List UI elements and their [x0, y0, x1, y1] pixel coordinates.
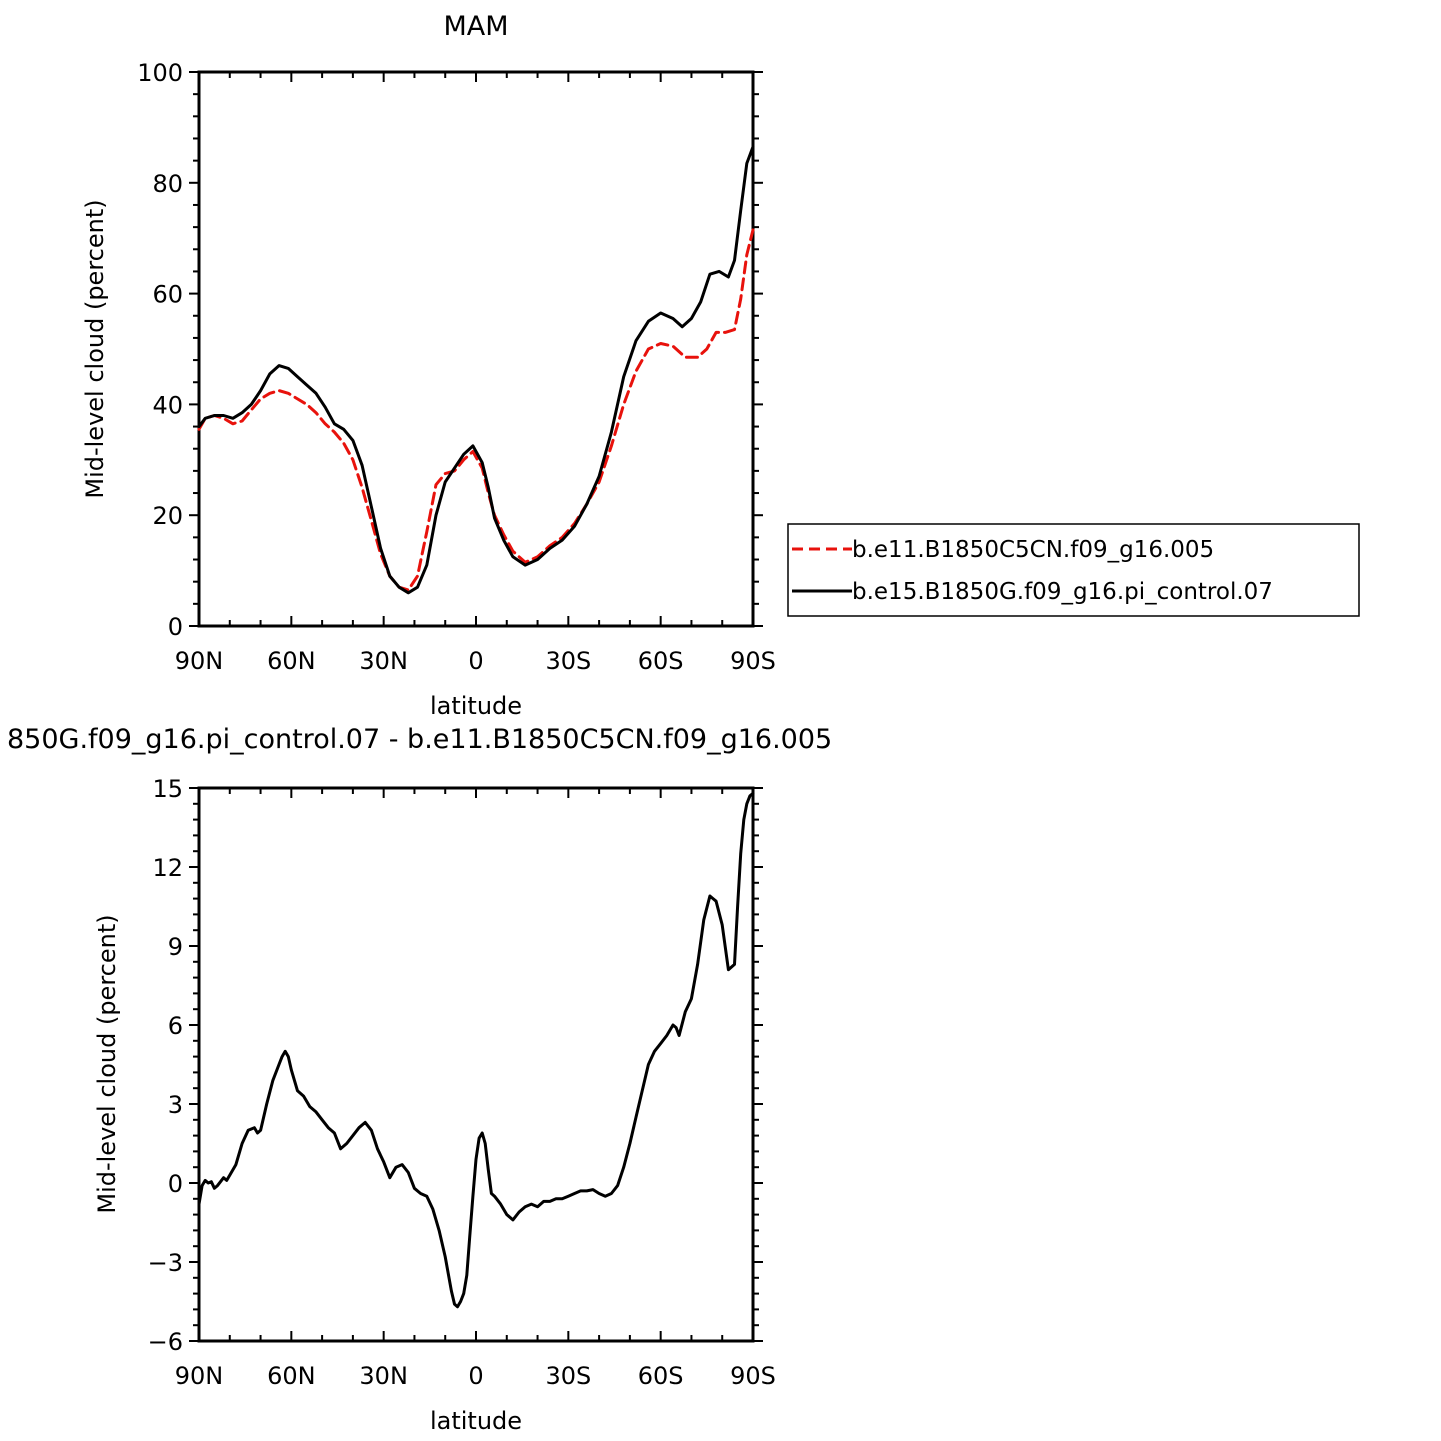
y-tick-label: 80 [152, 170, 183, 198]
tick-labels: 90N 60N 30N 0 30S 60S 90S −6 −3 0 3 6 9 12 15 [148, 775, 776, 1390]
x-tick-label: 60N [267, 647, 316, 675]
y-tick-label: 9 [168, 933, 183, 961]
y-tick-label: 60 [152, 281, 183, 309]
y-tick-label: 15 [152, 775, 183, 803]
y-tick-label: 20 [152, 502, 183, 530]
x-tick-label: 0 [468, 647, 483, 675]
y-axis-title: Mid-level cloud (percent) [81, 199, 109, 498]
x-tick-label: 90S [730, 1362, 776, 1390]
panel-top: MAM 90N 60N 30N 0 30S 60S 90S 0 20 40 60 80 100 lati… [81, 11, 776, 720]
plot-frame [197, 70, 755, 628]
y-axis-title: Mid-level cloud (percent) [93, 914, 121, 1213]
tick-labels: 90N 60N 30N 0 30S 60S 90S 0 20 40 60 80 100 [137, 59, 776, 675]
x-tick-label: 30N [359, 1362, 408, 1390]
y-tick-label: −6 [148, 1328, 183, 1356]
y-tick-label: 100 [137, 59, 183, 87]
x-tick-label: 0 [468, 1362, 483, 1390]
x-tick-label: 90N [175, 647, 224, 675]
x-tick-label: 30N [359, 647, 408, 675]
panel-bottom: 850G.f09_g16.pi_control.07 - b.e11.B1850… [7, 724, 832, 1435]
x-tick-label: 60N [267, 1362, 316, 1390]
y-tick-label: −3 [148, 1249, 183, 1277]
series-line-1 [197, 791, 755, 1309]
series-lines [197, 145, 755, 595]
x-tick-label: 60S [638, 647, 684, 675]
series-line-1 [197, 228, 755, 592]
x-tick-label: 90N [175, 1362, 224, 1390]
panel-title: MAM [443, 11, 508, 42]
y-tick-label: 6 [168, 1012, 183, 1040]
legend-label-series-1: b.e11.B1850C5CN.f09_g16.005 [852, 537, 1214, 563]
axis-ticks [189, 787, 763, 1342]
x-axis-title: latitude [430, 1407, 522, 1435]
panel-title: 850G.f09_g16.pi_control.07 - b.e11.B1850… [7, 724, 832, 755]
x-tick-label: 90S [730, 647, 776, 675]
y-tick-label: 0 [168, 613, 183, 641]
y-tick-label: 0 [168, 1170, 183, 1198]
x-tick-label: 30S [545, 647, 591, 675]
legend: b.e11.B1850C5CN.f09_g16.005 b.e15.B1850G… [787, 523, 1360, 617]
x-tick-label: 60S [638, 1362, 684, 1390]
x-tick-label: 30S [545, 1362, 591, 1390]
y-tick-label: 3 [168, 1091, 183, 1119]
plot-frame [197, 786, 755, 1343]
y-tick-label: 12 [152, 854, 183, 882]
legend-box [787, 523, 1360, 617]
axis-ticks [189, 71, 763, 627]
x-axis-title: latitude [430, 692, 522, 720]
series-line-2 [197, 145, 755, 595]
legend-label-series-2: b.e15.B1850G.f09_g16.pi_control.07 [852, 579, 1273, 605]
y-tick-label: 40 [152, 391, 183, 419]
series-lines [197, 791, 755, 1309]
